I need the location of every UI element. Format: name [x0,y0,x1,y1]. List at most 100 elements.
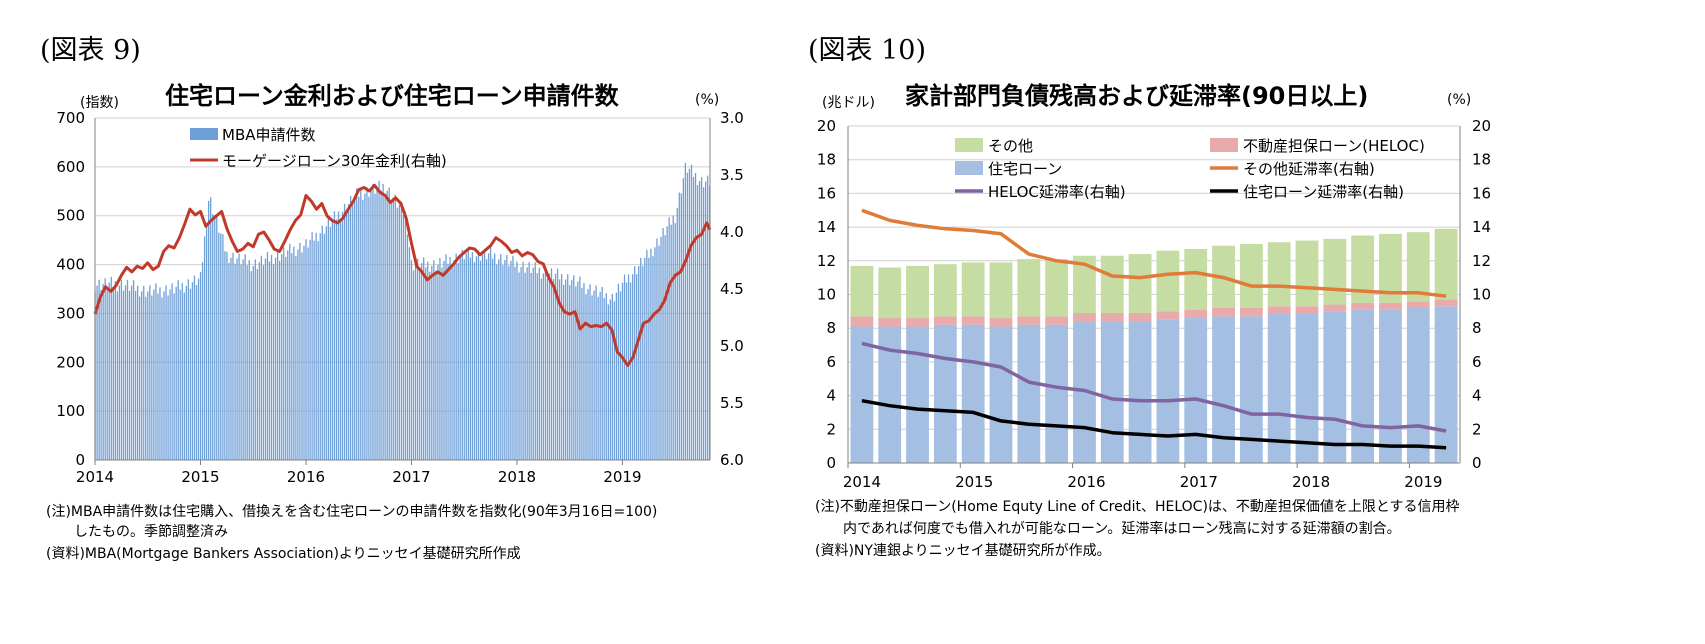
application-bar [573,275,575,460]
application-bar [479,260,482,460]
bar-heloc [1434,299,1458,307]
application-bar [404,211,407,460]
application-bar [471,251,474,460]
bar-heloc [1184,309,1208,319]
application-bar [230,257,232,460]
bar-heloc [1295,306,1319,314]
application-bar [220,233,222,460]
application-bar [236,258,238,460]
bar-heloc [933,316,957,325]
x-tick-label: 2018 [1292,473,1330,491]
y-left-tick-label: 600 [56,158,85,176]
application-bar [526,267,528,460]
y-left-tick-label: 100 [56,402,85,420]
application-bar [185,285,187,460]
application-bar [674,223,676,460]
y-left-tick-label: 8 [826,319,836,337]
application-bar [331,219,334,460]
application-bar [163,291,165,460]
application-bar [597,296,599,460]
application-bar [506,254,508,460]
application-bar [175,286,177,460]
y-right-tick-label: 3.0 [720,109,744,127]
bar-mortgage [1239,316,1263,463]
application-bar [451,266,453,460]
application-bar [272,264,275,460]
application-bar [299,242,301,460]
application-bar [485,259,488,460]
application-bar [291,253,293,460]
bar-heloc [1239,307,1263,317]
application-bar [463,259,465,460]
application-bar [301,252,303,460]
application-bar [654,247,656,460]
application-bar [514,266,516,460]
application-bar [508,265,510,460]
application-bar [246,265,248,460]
application-bar [412,270,415,460]
application-bar [396,207,398,460]
x-tick-label: 2017 [1180,473,1218,491]
application-bar [317,241,319,460]
application-bar [520,267,522,460]
application-bar [585,294,587,460]
application-bar [143,285,145,460]
application-bar [682,178,685,460]
application-bar [644,257,646,460]
legend-swatch-heloc [1210,138,1238,152]
bar-heloc [1267,306,1291,314]
application-bar [435,270,437,460]
application-bar [560,274,563,460]
bar-other [1017,259,1041,317]
application-bar [634,266,636,460]
application-bar [656,238,658,460]
chart-9-right-unit: (%) [695,92,720,108]
application-bar [262,265,265,460]
application-bar [536,273,538,460]
application-bar [579,276,581,460]
bar-other [1379,233,1402,303]
application-bar [323,233,325,460]
bar-mortgage [1156,319,1180,463]
application-bar [540,278,542,460]
application-bar [104,278,106,460]
application-bar [244,254,246,460]
application-bar [504,260,506,460]
application-bar [370,190,372,460]
application-bar [569,285,571,460]
bar-heloc [1073,313,1096,322]
application-bar [297,249,299,460]
y-right-tick-label: 10 [1472,286,1491,304]
bar-mortgage [1406,307,1430,463]
application-bar [374,193,376,460]
bar-other [1406,232,1430,302]
application-bar [141,291,143,460]
application-bar [660,236,662,460]
legend-label-mortgage-rate: 住宅ローン延滞率(右軸) [1243,183,1404,201]
application-bar [601,286,603,460]
application-bar [487,253,490,460]
application-bar [281,254,283,460]
application-bar [410,260,413,460]
chart-10-note-1: (注)不動産担保ローン(Home Equty Line of Credit、HE… [815,499,1460,515]
y-left-tick-label: 200 [56,353,85,371]
x-tick-label: 2015 [955,473,993,491]
application-bar [548,273,551,460]
chart-10-left-unit: (兆ドル) [822,95,875,111]
application-bar [171,283,173,460]
bar-heloc [850,316,874,327]
x-tick-label: 2017 [392,468,430,486]
application-bar [120,279,123,460]
bar-mortgage [989,326,1013,463]
application-bar [453,260,455,460]
application-bar [187,279,190,460]
bar-heloc [1017,316,1041,325]
application-bar [475,256,478,460]
x-tick-label: 2016 [287,468,325,486]
application-bar [134,290,137,460]
application-bar [441,267,443,460]
bar-mortgage [1295,313,1319,463]
application-bar [652,256,654,460]
application-bar [613,301,616,460]
